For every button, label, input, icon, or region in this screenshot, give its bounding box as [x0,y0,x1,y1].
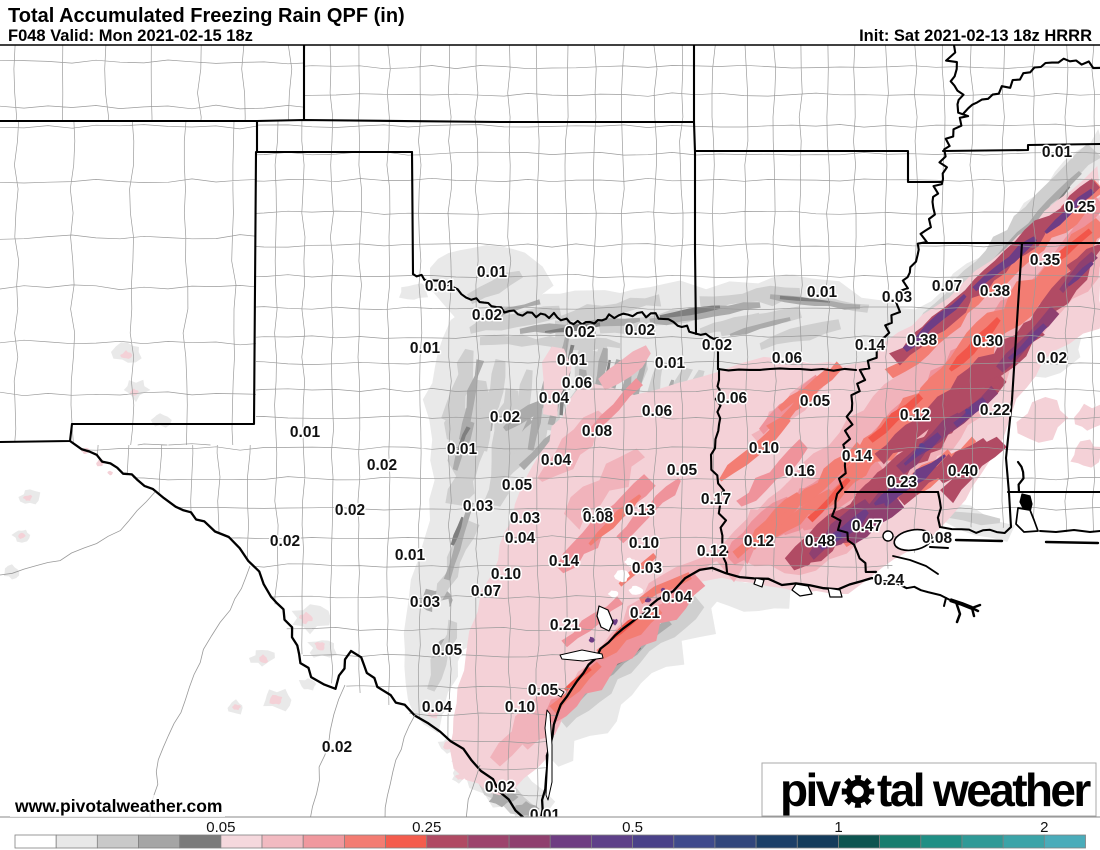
svg-text:0.02: 0.02 [702,337,732,354]
svg-text:0.03: 0.03 [410,594,441,611]
svg-text:0.13: 0.13 [625,502,656,519]
svg-text:0.12: 0.12 [900,407,930,424]
svg-text:0.01: 0.01 [530,807,561,824]
svg-text:0.03: 0.03 [632,560,663,577]
svg-text:0.40: 0.40 [948,463,978,480]
svg-text:0.25: 0.25 [412,819,441,836]
svg-text:0.02: 0.02 [625,322,655,339]
svg-text:0.23: 0.23 [887,474,918,491]
svg-text:0.25: 0.25 [1065,199,1096,216]
svg-text:0.10: 0.10 [491,566,521,583]
svg-text:2: 2 [1040,819,1048,836]
svg-text:0.01: 0.01 [425,278,456,295]
svg-text:0.08: 0.08 [583,509,614,526]
svg-text:0.02: 0.02 [490,409,520,426]
svg-text:0.01: 0.01 [1042,144,1073,161]
svg-text:0.01: 0.01 [395,547,426,564]
svg-text:0.10: 0.10 [749,440,779,457]
svg-text:0.02: 0.02 [1037,350,1067,367]
svg-text:tal weather: tal weather [877,764,1091,816]
svg-text:0.05: 0.05 [528,682,559,699]
svg-text:0.02: 0.02 [270,533,300,550]
svg-text:0.01: 0.01 [557,352,588,369]
svg-text:0.22: 0.22 [980,402,1010,419]
svg-text:0.04: 0.04 [505,530,536,547]
svg-text:0.38: 0.38 [907,332,938,349]
svg-text:0.01: 0.01 [290,424,321,441]
svg-text:0.08: 0.08 [922,530,953,547]
svg-text:0.30: 0.30 [973,333,1003,350]
svg-text:0.01: 0.01 [807,284,838,301]
svg-text:0.04: 0.04 [662,589,693,606]
svg-text:0.07: 0.07 [932,278,962,295]
svg-text:0.02: 0.02 [472,307,502,324]
svg-text:www.pivotalweather.com: www.pivotalweather.com [14,796,222,816]
svg-text:0.14: 0.14 [855,337,886,354]
svg-text:0.04: 0.04 [422,699,453,716]
svg-text:0.02: 0.02 [485,779,515,796]
svg-text:0.06: 0.06 [562,375,593,392]
svg-text:0.21: 0.21 [630,605,661,622]
svg-text:0.04: 0.04 [541,452,572,469]
svg-text:0.05: 0.05 [206,819,235,836]
svg-text:1: 1 [834,819,842,836]
svg-text:0.12: 0.12 [697,543,727,560]
svg-text:0.14: 0.14 [549,553,580,570]
svg-text:0.10: 0.10 [629,535,659,552]
svg-text:0.02: 0.02 [335,502,365,519]
svg-text:0.01: 0.01 [477,264,508,281]
svg-text:0.02: 0.02 [565,324,595,341]
svg-text:0.03: 0.03 [882,289,913,306]
svg-text:Total Accumulated Freezing Rai: Total Accumulated Freezing Rain QPF (in) [8,5,405,27]
svg-text:0.04: 0.04 [539,390,570,407]
svg-text:piv: piv [780,764,842,816]
svg-text:0.03: 0.03 [510,510,541,527]
svg-text:0.05: 0.05 [800,393,831,410]
svg-text:0.08: 0.08 [582,423,613,440]
svg-text:0.24: 0.24 [874,572,905,589]
svg-text:0.06: 0.06 [772,350,803,367]
svg-text:0.02: 0.02 [322,739,352,756]
svg-text:0.05: 0.05 [432,642,463,659]
svg-text:0.5: 0.5 [622,819,643,836]
svg-text:0.08: 0.08 [582,506,613,523]
svg-text:0.21: 0.21 [550,617,581,634]
svg-text:0.06: 0.06 [717,390,748,407]
svg-text:0.48: 0.48 [805,533,836,550]
svg-text:0.03: 0.03 [463,498,494,515]
svg-text:0.05: 0.05 [667,462,698,479]
svg-text:0.01: 0.01 [447,441,478,458]
svg-text:0.07: 0.07 [471,583,501,600]
svg-text:0.38: 0.38 [980,283,1011,300]
svg-text:0.35: 0.35 [1030,252,1061,269]
svg-text:0.01: 0.01 [410,340,441,357]
svg-text:0.06: 0.06 [642,403,673,420]
svg-text:0.05: 0.05 [502,477,533,494]
svg-text:0.10: 0.10 [505,699,535,716]
svg-text:0.47: 0.47 [852,518,882,535]
svg-text:0.02: 0.02 [367,457,397,474]
svg-text:0.14: 0.14 [842,448,873,465]
svg-text:Init: Sat 2021-02-13 18z HRRR: Init: Sat 2021-02-13 18z HRRR [859,27,1092,45]
svg-text:0.12: 0.12 [744,533,774,550]
svg-text:0.16: 0.16 [785,463,816,480]
svg-text:0.01: 0.01 [655,355,686,372]
svg-text:F048 Valid: Mon 2021-02-15 18z: F048 Valid: Mon 2021-02-15 18z [8,27,253,45]
svg-text:0.17: 0.17 [701,491,731,508]
